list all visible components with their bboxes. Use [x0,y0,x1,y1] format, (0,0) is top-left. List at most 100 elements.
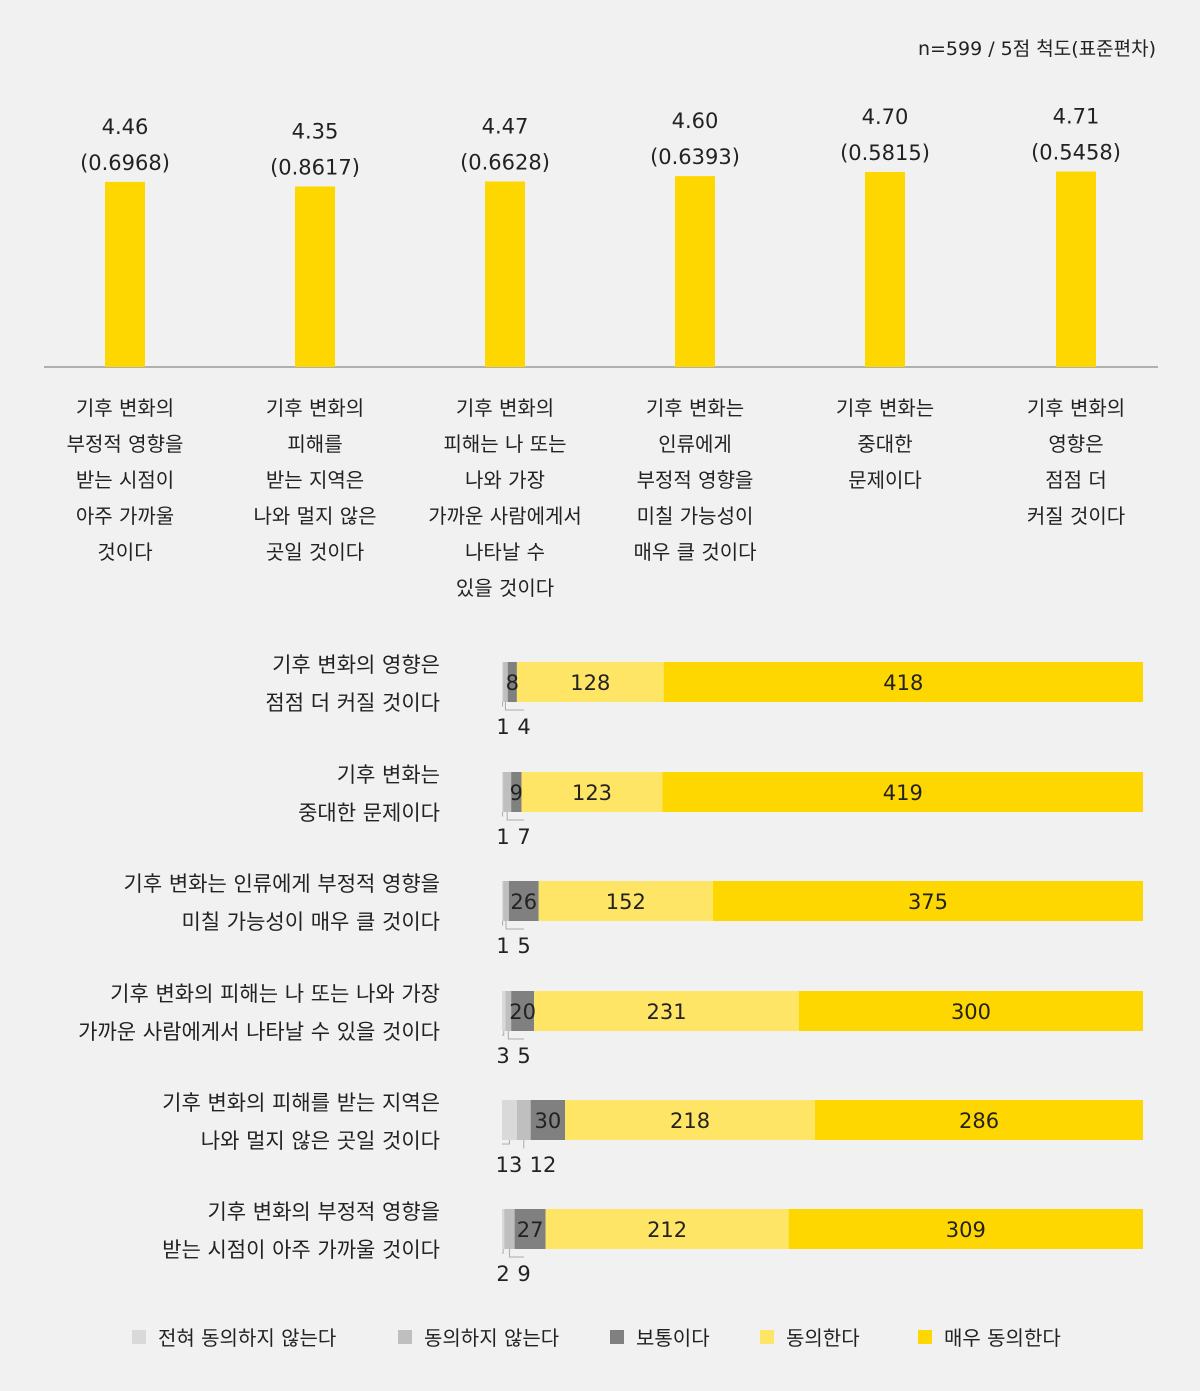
mean-value-label: 4.60 [672,109,719,133]
mean-value-label: 4.35 [292,119,339,143]
std-dev-label: (0.6968) [80,151,170,175]
small-value-label: 5 [517,934,530,958]
legend-swatch [610,1329,624,1344]
category-label-line: 받는 시점이 [75,468,175,492]
leader-line [504,702,524,711]
leader-line [502,702,504,707]
category-label-line: 피해를 [287,432,343,456]
mean-bar [105,181,145,367]
segment-value-label: 231 [647,1000,687,1024]
category-label-line: 기후 변화의 [265,396,365,420]
row-label-line: 점점 더 커질 것이다 [265,691,440,715]
row-label-line: 기후 변화는 [336,763,440,787]
small-value-label: 5 [517,1044,530,1068]
stack-segment [662,772,1143,812]
leader-line [502,1031,505,1036]
category-label-line: 미칠 가능성이 [636,504,754,528]
leader-line [502,921,504,926]
stack-segment [502,991,506,1031]
mean-value-label: 4.47 [482,114,529,138]
small-value-label: 13 [496,1153,523,1177]
row-label: 기후 변화는 인류에게 부정적 영향을 미칠 가능성이 매우 클 것이다 [0,865,441,941]
row-label: 기후 변화의 부정적 영향을 받는 시점이 아주 가까울 것이다 [0,1193,440,1269]
stack-segment [530,1100,566,1140]
mean-value-label: 4.46 [102,115,149,139]
category-label-line: 기후 변화의 [75,396,175,420]
row-label-line: 기후 변화는 인류에게 부정적 영향을 [123,872,441,896]
row-label-line: 나와 멀지 않은 곳일 것이다 [200,1129,440,1153]
segment-value-label: 30 [535,1109,562,1133]
stack-segment [516,662,664,702]
mean-score-bar-chart: 4.46 (0.6968) 4.35 (0.8617) 4.47 (0.6628) 4.60… [44,105,1158,368]
leader-line [502,1140,510,1145]
std-dev-label: (0.5458) [1031,141,1121,165]
mean-bar [295,186,335,367]
leader-line [508,1249,524,1258]
legend-swatch [398,1329,412,1344]
segment-value-label: 9 [510,781,523,805]
small-value-label: 7 [517,825,530,849]
mean-bar [485,181,525,367]
row-label-line: 중대한 문제이다 [298,801,440,825]
legend-label: 매우 동의한다 [944,1326,1061,1350]
segment-value-label: 128 [570,671,610,695]
legend-item: 동의하지 않는다 [398,1322,559,1351]
legend-label: 보통이다 [636,1326,710,1350]
category-label-line: 나와 멀지 않은 [253,504,377,528]
sample-note: n=599 / 5점 척도(표준편차) [917,38,1156,60]
segment-value-label: 26 [510,890,537,914]
std-dev-label: (0.5815) [840,141,930,165]
category-label: 기후 변화의 영향은 점점 더 커질 것이다 [981,390,1171,534]
category-label-line: 것이다 [97,540,153,564]
small-value-label: 1 [496,825,509,849]
segment-value-label: 20 [509,1000,536,1024]
stack-segment [502,1209,505,1249]
mean-value-label: 4.71 [1053,105,1100,129]
legend-label: 동의한다 [786,1326,860,1350]
category-label-line: 부정적 영향을 [66,432,184,456]
stack-segment [505,991,512,1031]
segment-value-label: 218 [670,1109,710,1133]
stack-segment [502,1100,517,1140]
category-label: 기후 변화는 인류에게 부정적 영향을 미칠 가능성이 매우 클 것이다 [600,390,790,570]
stack-segment [503,662,508,702]
segment-value-label: 375 [908,890,948,914]
leader-line [502,1249,504,1254]
stack-segment [502,772,504,812]
legend-swatch [132,1329,146,1344]
stack-segment [663,662,1143,702]
segment-value-label: 419 [883,781,923,805]
category-label-line: 가까운 사람에게서 [428,504,582,528]
category-label-line: 기후 변화는 [645,396,745,420]
category-label: 기후 변화는 중대한 문제이다 [790,390,980,498]
small-value-label: 12 [530,1153,557,1177]
stack-segment [534,991,799,1031]
small-value-label: 1 [496,715,509,739]
segment-value-label: 418 [883,671,923,695]
mean-bar [675,176,715,367]
std-dev-label: (0.6628) [460,150,550,174]
small-value-label: 1 [496,934,509,958]
category-label-line: 영향은 [1048,432,1104,456]
category-label-line: 기후 변화의 [1026,396,1126,420]
leader-line [507,1031,524,1040]
stack-segment [798,991,1143,1031]
std-dev-label: (0.8617) [270,155,360,179]
category-label-line: 문제이다 [848,468,922,492]
legend-swatch [918,1329,932,1344]
row-label-line: 기후 변화의 피해를 받는 지역은 [162,1091,440,1115]
mean-bar [1056,171,1096,367]
leader-line [502,812,504,817]
legend-item: 동의한다 [760,1322,860,1351]
row-label: 기후 변화의 피해는 나 또는 나와 가장 가까운 사람에게서 나타날 수 있을 … [0,975,440,1051]
category-label-line: 있을 것이다 [455,576,555,600]
stack-segment [504,1209,515,1249]
small-value-label: 3 [496,1044,509,1068]
stack-segment [516,1100,531,1140]
category-label-line: 기후 변화의 [455,396,555,420]
category-label-line: 아주 가까울 [75,504,175,528]
category-label-line: 나와 가장 [465,468,545,492]
row-label-line: 받는 시점이 아주 가까울 것이다 [162,1238,440,1262]
